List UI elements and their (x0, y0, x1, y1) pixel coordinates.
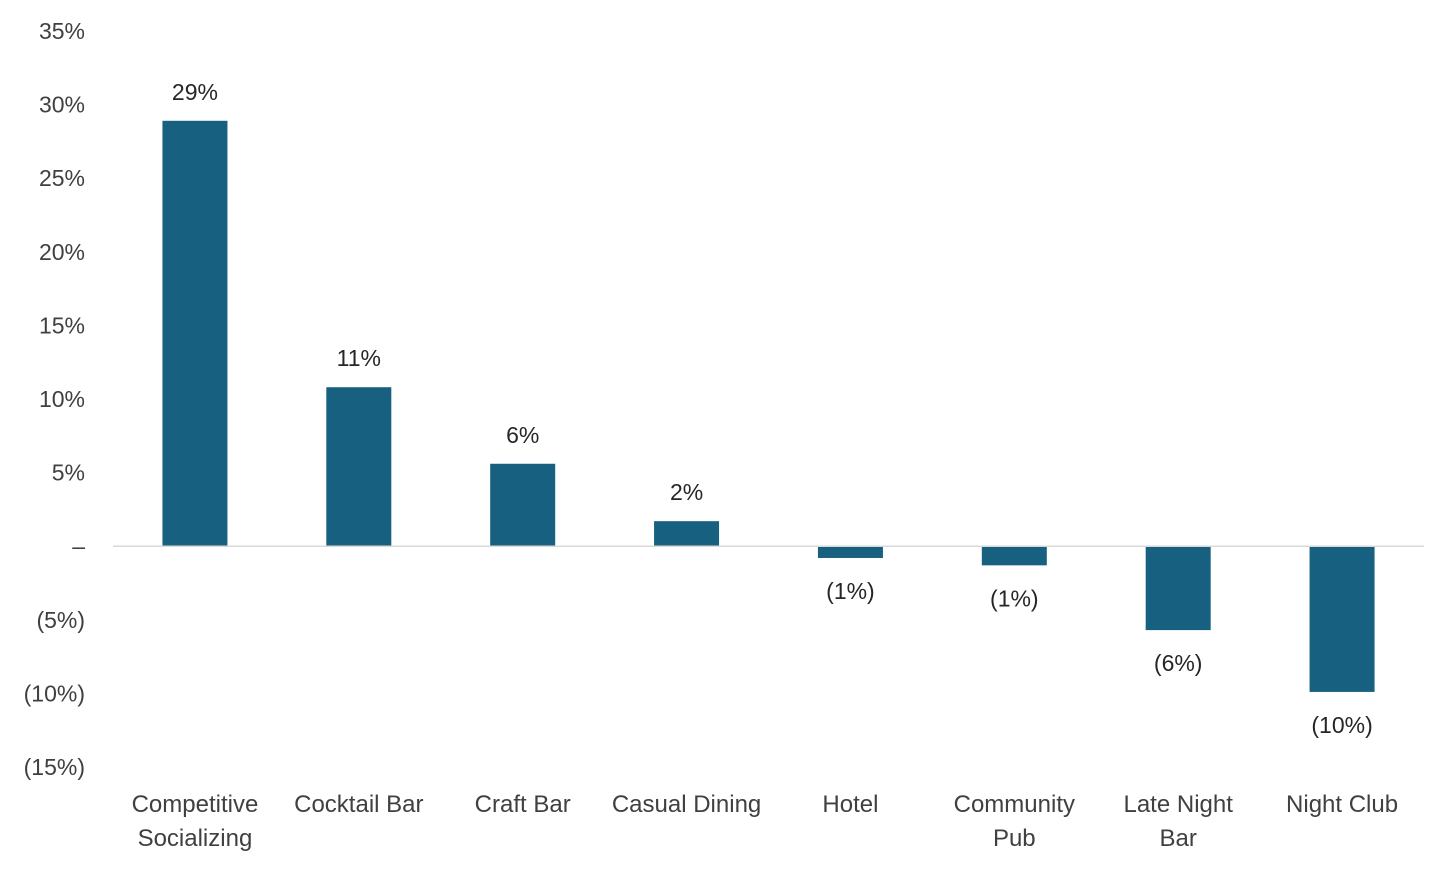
data-label: 11% (337, 345, 381, 371)
category-label-line: Casual Dining (612, 791, 761, 818)
category-label-line: Night Club (1286, 791, 1398, 818)
category-label: Hotel (822, 791, 878, 818)
y-tick-label: 25% (39, 165, 85, 191)
category-label: Night Club (1286, 791, 1398, 818)
category-label-line: Bar (1160, 825, 1197, 852)
bar (654, 521, 720, 547)
y-tick-label: 30% (39, 92, 85, 118)
data-label: (1%) (990, 585, 1039, 611)
y-tick-label: (15%) (24, 754, 85, 780)
category-label-line: Pub (993, 825, 1036, 852)
category-label-line: Cocktail Bar (294, 791, 423, 818)
bar (162, 120, 228, 547)
category-label-line: Community (954, 791, 1075, 818)
data-label: (6%) (1154, 650, 1203, 676)
y-tick-label: (10%) (24, 680, 85, 706)
data-label: (1%) (826, 578, 875, 604)
y-tick-label: – (72, 533, 85, 559)
bar (326, 387, 392, 547)
y-tick-label: 35% (39, 18, 85, 44)
y-tick-label: (5%) (36, 607, 85, 633)
y-axis: 35% 30% 25% 20% 15% 10% 5% – (5%) (10%) (15%) (24, 18, 86, 780)
category-label-line: Competitive (132, 791, 259, 818)
data-labels: 29% 11% 6% 2% (1%) (1%) (6%) (10%) (172, 79, 1373, 738)
category-label: Casual Dining (612, 791, 761, 818)
bar (1309, 546, 1375, 692)
y-tick-label: 5% (52, 460, 85, 486)
data-label: (10%) (1311, 712, 1372, 738)
data-label: 29% (172, 79, 218, 105)
bar (817, 546, 883, 558)
category-label: Community Pub (954, 791, 1075, 852)
category-label: Cocktail Bar (294, 791, 423, 818)
category-label: Competitive Socializing (132, 791, 259, 852)
bars (162, 120, 1375, 692)
category-label-line: Craft Bar (475, 791, 571, 818)
y-tick-label: 15% (39, 312, 85, 338)
category-label: Late Night Bar (1123, 791, 1233, 852)
category-label-line: Socializing (138, 825, 253, 852)
bar (981, 546, 1047, 566)
category-label-line: Hotel (822, 791, 878, 818)
bar (1145, 546, 1211, 631)
category-label: Craft Bar (475, 791, 571, 818)
x-axis: Competitive Socializing Cocktail Bar Craft … (132, 791, 1399, 852)
category-label-line: Late Night (1123, 791, 1233, 818)
y-tick-label: 20% (39, 239, 85, 265)
bar (490, 463, 556, 547)
data-label: 2% (670, 479, 703, 505)
y-tick-label: 10% (39, 386, 85, 412)
data-label: 6% (506, 422, 539, 448)
